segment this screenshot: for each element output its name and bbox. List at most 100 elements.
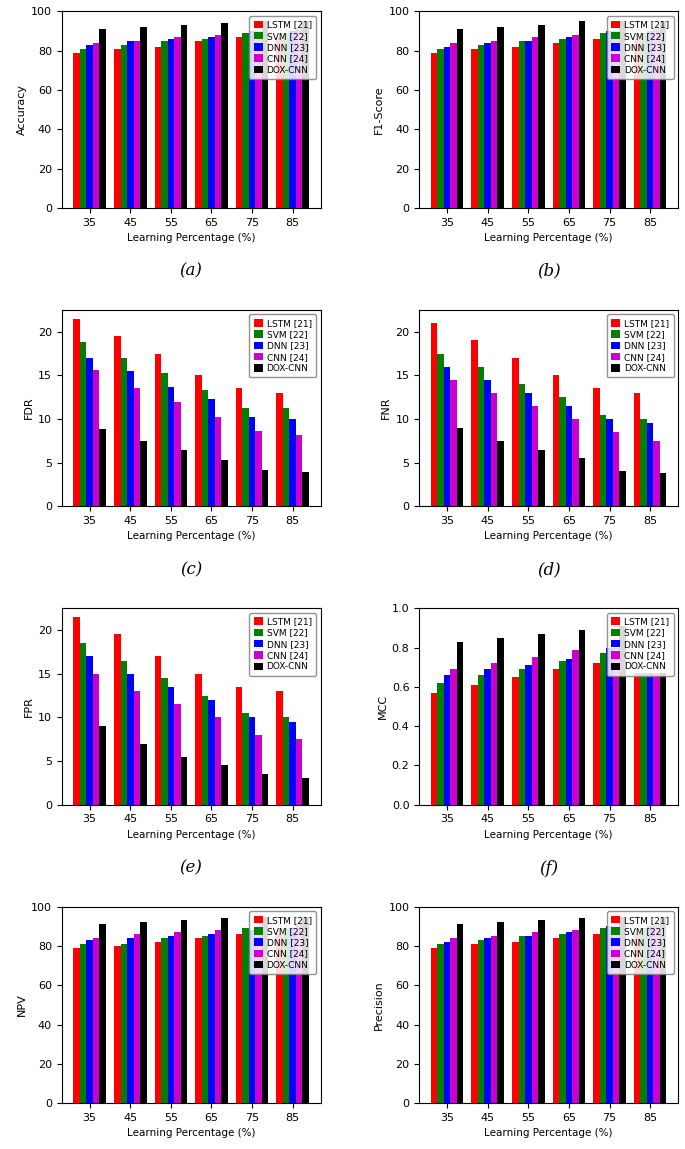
Bar	[99, 29, 106, 208]
Bar	[471, 685, 478, 804]
Bar	[619, 22, 626, 208]
Y-axis label: NPV: NPV	[16, 994, 27, 1016]
Bar	[593, 934, 600, 1103]
Bar	[566, 932, 572, 1103]
Bar	[80, 944, 86, 1103]
Text: (b): (b)	[537, 263, 560, 280]
Bar	[221, 23, 227, 208]
Bar	[256, 431, 262, 507]
Bar	[277, 934, 283, 1103]
Bar	[86, 940, 93, 1103]
Bar	[519, 384, 525, 507]
Bar	[450, 379, 457, 507]
Y-axis label: FNR: FNR	[381, 396, 391, 419]
Bar	[497, 441, 504, 507]
Bar	[660, 473, 667, 507]
Bar	[619, 471, 626, 507]
Bar	[647, 673, 653, 804]
Bar	[491, 936, 497, 1103]
Bar	[606, 926, 613, 1103]
X-axis label: Learning Percentage (%): Learning Percentage (%)	[484, 233, 613, 244]
Bar	[242, 714, 249, 804]
Bar	[256, 735, 262, 804]
Bar	[653, 925, 660, 1103]
Bar	[478, 676, 484, 804]
Bar	[249, 931, 256, 1103]
Bar	[497, 28, 504, 208]
Legend: LSTM [21], SVM [22], DNN [23], CNN [24], DOX-CNN: LSTM [21], SVM [22], DNN [23], CNN [24],…	[249, 911, 316, 974]
Bar	[559, 39, 566, 208]
Bar	[512, 357, 519, 507]
Bar	[450, 669, 457, 804]
Bar	[647, 423, 653, 507]
Bar	[457, 641, 463, 804]
Bar	[161, 372, 168, 507]
Bar	[201, 39, 208, 208]
Bar	[236, 934, 242, 1103]
Bar	[195, 673, 201, 804]
Bar	[553, 669, 559, 804]
Bar	[296, 925, 302, 1103]
X-axis label: Learning Percentage (%): Learning Percentage (%)	[127, 830, 256, 840]
Bar	[121, 944, 127, 1103]
Bar	[519, 936, 525, 1103]
Bar	[572, 649, 579, 804]
Bar	[538, 449, 545, 507]
Bar	[302, 917, 309, 1103]
Bar	[93, 938, 99, 1103]
Bar	[161, 678, 168, 804]
Bar	[86, 656, 93, 804]
Bar	[525, 393, 532, 507]
Bar	[613, 432, 619, 507]
Text: (a): (a)	[179, 263, 203, 280]
Bar	[566, 37, 572, 208]
Bar	[634, 673, 640, 804]
X-axis label: Learning Percentage (%): Learning Percentage (%)	[484, 532, 613, 541]
Bar	[236, 37, 242, 208]
Bar	[236, 388, 242, 507]
Bar	[593, 663, 600, 804]
Bar	[572, 419, 579, 507]
Bar	[214, 931, 221, 1103]
Bar	[277, 37, 283, 208]
Bar	[296, 739, 302, 804]
Bar	[471, 340, 478, 507]
Y-axis label: FPR: FPR	[24, 696, 34, 717]
Bar	[99, 925, 106, 1103]
Bar	[519, 669, 525, 804]
Bar	[114, 946, 121, 1103]
Bar	[121, 45, 127, 208]
Bar	[484, 379, 491, 507]
Bar	[99, 726, 106, 804]
Bar	[660, 673, 667, 804]
Bar	[161, 938, 168, 1103]
Bar	[140, 743, 147, 804]
Bar	[512, 942, 519, 1103]
Bar	[134, 934, 140, 1103]
Bar	[155, 942, 161, 1103]
Bar	[201, 391, 208, 507]
Bar	[497, 923, 504, 1103]
Bar	[484, 669, 491, 804]
Bar	[290, 722, 296, 804]
Bar	[431, 693, 438, 804]
Bar	[93, 43, 99, 208]
Bar	[127, 41, 134, 208]
Bar	[283, 717, 290, 804]
Bar	[431, 53, 438, 208]
Bar	[168, 936, 174, 1103]
Legend: LSTM [21], SVM [22], DNN [23], CNN [24], DOX-CNN: LSTM [21], SVM [22], DNN [23], CNN [24],…	[607, 612, 673, 676]
Bar	[127, 673, 134, 804]
Bar	[242, 928, 249, 1103]
Bar	[653, 673, 660, 804]
Bar	[134, 41, 140, 208]
Bar	[613, 31, 619, 208]
Bar	[471, 944, 478, 1103]
Bar	[559, 398, 566, 507]
Bar	[181, 757, 187, 804]
Bar	[181, 25, 187, 208]
Bar	[302, 22, 309, 208]
Bar	[134, 692, 140, 804]
Bar	[201, 695, 208, 804]
Bar	[114, 634, 121, 804]
